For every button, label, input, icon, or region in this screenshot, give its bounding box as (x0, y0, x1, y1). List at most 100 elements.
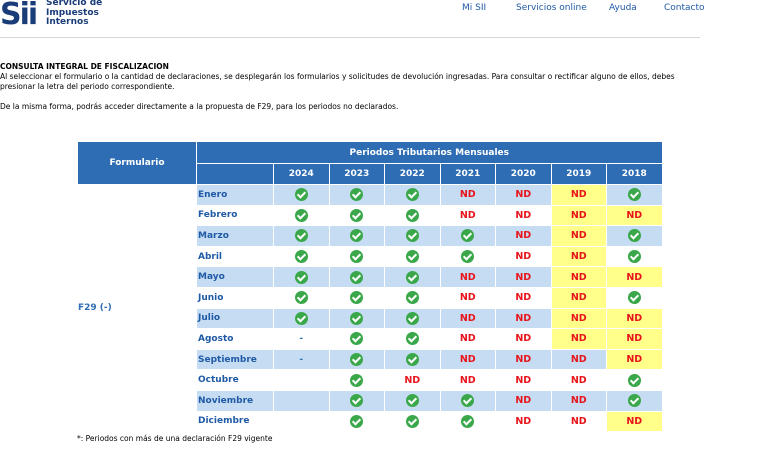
nd-label: ND (459, 374, 476, 386)
period-cell-2022[interactable] (384, 410, 441, 433)
period-cell-2019[interactable]: ND (550, 245, 607, 268)
period-cell-2024[interactable] (273, 266, 330, 288)
period-cell-2021[interactable]: ND (439, 369, 496, 391)
period-cell-2023[interactable] (328, 184, 385, 206)
period-cell-2019[interactable]: ND (550, 266, 607, 288)
period-cell-2019[interactable]: ND (550, 348, 607, 371)
period-cell-2023[interactable] (328, 410, 385, 433)
period-cell-2024[interactable] (273, 225, 330, 247)
form-f29-link[interactable]: F29 (-) (77, 183, 197, 433)
period-cell-2020[interactable]: ND (495, 410, 552, 433)
period-cell-2022[interactable] (384, 184, 441, 206)
period-cell-2020[interactable]: ND (495, 225, 552, 247)
month-marzo: Marzo (196, 225, 274, 247)
period-cell-2024[interactable] (273, 245, 330, 268)
period-cell-2018[interactable]: ND (606, 307, 663, 330)
period-cell-2019[interactable]: ND (550, 410, 607, 433)
period-cell-2021[interactable] (439, 245, 496, 268)
period-cell-2024[interactable] (273, 286, 330, 309)
period-cell-2019[interactable]: ND (550, 184, 607, 206)
period-cell-2018[interactable] (606, 369, 663, 391)
period-cell-2022[interactable] (384, 328, 441, 350)
period-cell-2023[interactable] (328, 225, 385, 247)
period-cell-2023[interactable] (328, 286, 385, 309)
period-cell-2023[interactable] (328, 245, 385, 268)
nav-contacto[interactable]: Contacto (664, 3, 705, 13)
nd-label: ND (626, 333, 643, 345)
period-cell-2020[interactable]: ND (495, 184, 552, 206)
period-cell-2022[interactable] (384, 266, 441, 288)
period-cell-2019[interactable]: ND (550, 389, 607, 412)
period-cell-2019[interactable]: ND (550, 204, 607, 227)
period-cell-2020[interactable]: ND (495, 307, 552, 330)
period-cell-2021[interactable] (439, 410, 496, 433)
period-cell-2019[interactable]: ND (550, 225, 607, 247)
period-cell-2020[interactable]: ND (495, 389, 552, 412)
period-cell-2021[interactable]: ND (439, 328, 496, 350)
period-cell-2019[interactable]: ND (550, 328, 607, 350)
period-cell-2021[interactable]: ND (439, 266, 496, 288)
period-cell-2022[interactable] (384, 245, 441, 268)
period-cell-2019[interactable]: ND (550, 286, 607, 309)
period-cell-2018[interactable]: ND (606, 266, 663, 288)
period-cell-2018[interactable]: ND (606, 410, 663, 433)
period-cell-2022[interactable] (384, 225, 441, 247)
nav-ayuda[interactable]: Ayuda (609, 3, 637, 13)
period-cell-2021[interactable]: ND (439, 348, 496, 371)
nd-label: ND (459, 333, 476, 345)
nav-servicios-online[interactable]: Servicios online (516, 3, 587, 13)
check-circle-icon (350, 208, 364, 222)
nav-mi-sii[interactable]: Mi SII (462, 3, 487, 13)
period-cell-2024[interactable]: - (273, 328, 330, 350)
period-cell-2024[interactable] (273, 307, 330, 330)
period-cell-2020[interactable]: ND (495, 348, 552, 371)
period-cell-2023[interactable] (328, 328, 385, 350)
period-cell-2018[interactable]: ND (606, 348, 663, 371)
period-cell-2020[interactable]: ND (495, 266, 552, 288)
period-cell-2024[interactable] (273, 184, 330, 206)
period-cell-2020[interactable]: ND (495, 245, 552, 268)
top-navigation: Mi SII Servicios online Ayuda Contacto (0, 3, 770, 17)
period-cell-2022[interactable]: ND (384, 369, 441, 391)
period-cell-2018[interactable] (606, 286, 663, 309)
sii-logo[interactable]: Sii Servicio de Impuestos Internos (0, 0, 140, 33)
check-circle-icon (627, 291, 641, 305)
check-circle-icon (405, 229, 419, 243)
period-cell-2023[interactable] (328, 348, 385, 371)
period-cell-2024[interactable] (273, 204, 330, 227)
period-cell-2021[interactable]: ND (439, 307, 496, 330)
period-cell-2021[interactable]: ND (439, 286, 496, 309)
nd-label: ND (515, 395, 532, 407)
period-cell-2023[interactable] (328, 266, 385, 288)
period-cell-2024[interactable]: - (273, 348, 330, 371)
period-cell-2019[interactable]: ND (550, 369, 607, 391)
period-cell-2023[interactable] (328, 307, 385, 330)
period-cell-2022[interactable] (384, 348, 441, 371)
period-cell-2021[interactable]: ND (439, 184, 496, 206)
periods-table: Formulario Periodos Tributarios Mensuale… (77, 141, 663, 433)
period-cell-2022[interactable] (384, 204, 441, 227)
period-cell-2022[interactable] (384, 307, 441, 330)
period-cell-2020[interactable]: ND (495, 286, 552, 309)
period-cell-2020[interactable]: ND (495, 204, 552, 227)
period-cell-2019[interactable]: ND (550, 307, 607, 330)
period-cell-2023[interactable] (328, 369, 385, 391)
period-cell-2018[interactable] (606, 245, 663, 268)
period-cell-2023[interactable] (328, 204, 385, 227)
period-cell-2018[interactable]: ND (606, 328, 663, 350)
nd-label: ND (570, 354, 587, 366)
table-row: Abril ND ND (78, 245, 663, 268)
period-cell-2022[interactable] (384, 389, 441, 412)
period-cell-2018[interactable]: ND (606, 204, 663, 227)
period-cell-2018[interactable] (606, 225, 663, 247)
period-cell-2018[interactable] (606, 389, 663, 412)
period-cell-2021[interactable] (439, 389, 496, 412)
period-cell-2020[interactable]: ND (495, 328, 552, 350)
period-cell-2023[interactable] (328, 389, 385, 412)
period-cell-2021[interactable]: ND (439, 204, 496, 227)
period-cell-2018[interactable] (606, 184, 663, 206)
period-cell-2022[interactable] (384, 286, 441, 309)
period-cell-2021[interactable] (439, 225, 496, 247)
table-row: Octubre ND ND ND ND (78, 369, 663, 391)
period-cell-2020[interactable]: ND (495, 369, 552, 391)
